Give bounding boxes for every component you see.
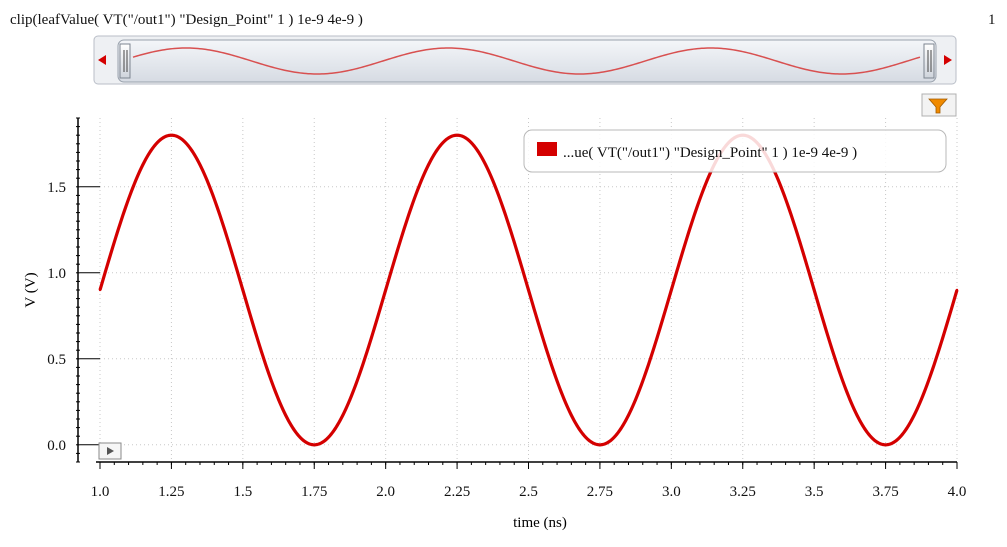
x-tick-label: 4.0	[948, 484, 967, 500]
y-tick-label: 1.0	[47, 266, 66, 282]
y-tick-label: 0.5	[47, 352, 66, 368]
trace-point	[134, 178, 137, 182]
expression-title: clip(leafValue( VT("/out1") "Design_Poin…	[10, 12, 363, 28]
trace-point	[563, 398, 566, 402]
trace-point	[955, 288, 959, 292]
trace-point	[348, 398, 352, 402]
left-drag-handle[interactable]	[119, 43, 131, 79]
trace-point	[205, 178, 209, 182]
filter-button[interactable]	[921, 93, 957, 117]
trace-point	[598, 443, 602, 446]
scroll-left-button[interactable]	[98, 55, 106, 65]
overview-strip[interactable]	[93, 35, 957, 85]
trace-point	[812, 288, 816, 292]
scroll-right-button[interactable]	[944, 55, 952, 65]
trace-point	[98, 288, 102, 292]
x-tick-label: 3.75	[872, 484, 898, 500]
x-axis-label: time (ns)	[513, 515, 567, 531]
legend-swatch	[537, 142, 557, 156]
trace-layer	[98, 133, 959, 447]
trace-point	[705, 178, 709, 182]
page-number: 1	[988, 12, 996, 28]
x-tick-label: 3.0	[662, 484, 681, 500]
x-tick-label: 1.75	[301, 484, 327, 500]
y-axis-ticks: 0.0 0.5 1.0 1.5	[47, 117, 100, 463]
trace-point	[277, 398, 280, 402]
x-tick-label: 2.0	[376, 484, 395, 500]
play-button[interactable]	[98, 442, 122, 460]
trace-point	[634, 398, 637, 402]
trace-point	[527, 288, 530, 292]
x-tick-label: 1.0	[91, 484, 110, 500]
trace-point	[884, 443, 887, 446]
x-tick-label: 1.25	[158, 484, 184, 500]
trace-point	[313, 443, 316, 446]
trace-point	[384, 288, 387, 292]
trace-point	[170, 134, 173, 137]
x-tick-label: 2.25	[444, 484, 470, 500]
trace-point	[491, 178, 494, 182]
x-tick-label: 2.5	[519, 484, 538, 500]
x-tick-label: 3.5	[805, 484, 824, 500]
legend-label: ...ue( VT("/out1") "Design_Point" 1 ) 1e…	[563, 145, 857, 161]
trace-point	[670, 288, 673, 292]
trace-point	[241, 288, 245, 292]
filter-icon	[928, 98, 948, 114]
legend[interactable]: ...ue( VT("/out1") "Design_Point" 1 ) 1e…	[523, 129, 947, 173]
arrow-left-icon	[98, 55, 106, 65]
right-drag-handle[interactable]	[923, 43, 935, 79]
x-tick-label: 2.75	[587, 484, 613, 500]
x-tick-label: 1.5	[233, 484, 252, 500]
trace-point	[920, 398, 923, 402]
arrow-right-icon	[944, 55, 952, 65]
trace-point	[848, 398, 852, 402]
trace-point	[455, 134, 459, 137]
y-tick-label: 1.5	[47, 180, 66, 196]
y-axis-label: V (V)	[23, 272, 39, 307]
x-axis-ticks: 1.0 1.25 1.5 1.75 2.0 2.25 2.5 2.75 3.0 3.25 3.5 3.…	[91, 462, 967, 500]
overview-trace	[132, 47, 921, 75]
trace-point	[777, 178, 780, 182]
x-tick-label: 3.25	[730, 484, 756, 500]
play-icon	[107, 447, 114, 455]
y-tick-label: 0.0	[47, 438, 66, 454]
trace-point	[420, 178, 423, 182]
